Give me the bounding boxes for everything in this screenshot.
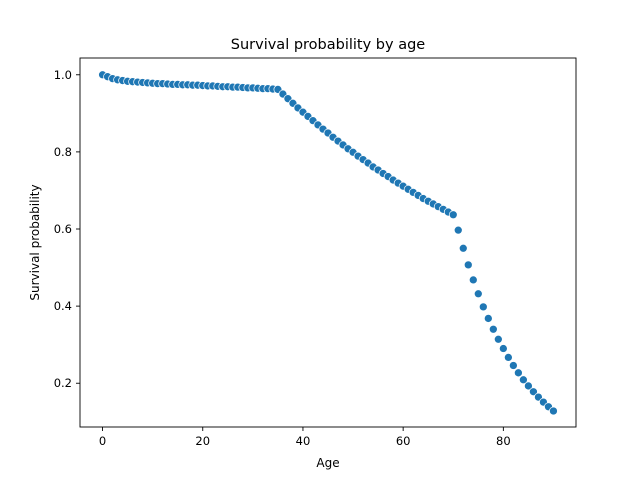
data-point <box>493 334 503 344</box>
data-point <box>519 375 528 385</box>
data-points <box>98 70 558 416</box>
x-tick-label: 0 <box>99 434 106 448</box>
data-point <box>463 260 473 270</box>
data-point <box>448 210 458 220</box>
y-tick-label: 1.0 <box>54 68 72 82</box>
x-axis-label: Age <box>316 456 339 470</box>
data-point <box>453 225 463 235</box>
chart-title: Survival probability by age <box>231 37 426 53</box>
x-tick-label: 80 <box>496 434 511 448</box>
data-point <box>549 406 558 416</box>
data-point <box>478 302 488 312</box>
data-point <box>499 344 508 353</box>
data-point <box>468 275 478 285</box>
x-tick-label: 20 <box>195 434 210 448</box>
data-point <box>458 243 468 253</box>
x-tick-label: 60 <box>396 434 411 448</box>
x-axis: 0 20 40 60 80 <box>99 427 511 448</box>
plot-frame <box>79 57 577 428</box>
y-tick-label: 0.6 <box>54 222 72 236</box>
y-tick-label: 0.8 <box>54 145 72 159</box>
y-axis: 0.2 0.4 0.6 0.8 1.0 <box>54 68 80 390</box>
data-point <box>488 324 498 334</box>
data-point <box>524 381 533 391</box>
y-tick-label: 0.2 <box>54 376 72 390</box>
data-point <box>483 314 493 323</box>
data-point <box>529 387 538 397</box>
data-point <box>473 289 483 299</box>
y-tick-label: 0.4 <box>54 299 72 313</box>
data-point <box>509 361 518 370</box>
data-point <box>514 368 523 378</box>
y-axis-label: Survival probability <box>28 184 42 300</box>
x-tick-label: 40 <box>296 434 311 448</box>
data-point <box>504 353 513 362</box>
